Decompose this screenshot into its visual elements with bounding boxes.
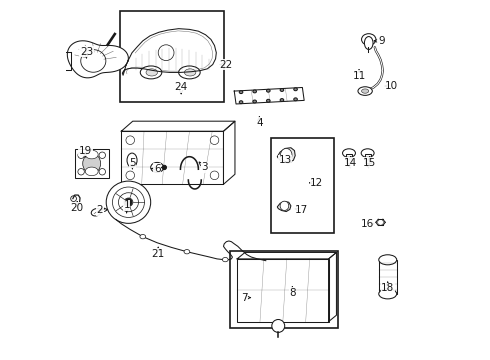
Polygon shape (277, 202, 291, 212)
Ellipse shape (280, 89, 284, 91)
Polygon shape (67, 41, 128, 78)
Text: 22: 22 (220, 59, 233, 69)
Ellipse shape (140, 66, 162, 79)
Bar (365, 154, 370, 163)
Text: 13: 13 (278, 155, 292, 165)
Bar (379, 260, 397, 294)
Ellipse shape (146, 69, 157, 76)
Text: 15: 15 (363, 158, 376, 168)
Ellipse shape (280, 201, 289, 211)
Polygon shape (223, 121, 235, 184)
Polygon shape (122, 29, 216, 75)
Ellipse shape (365, 37, 373, 49)
Polygon shape (237, 252, 337, 259)
Ellipse shape (294, 98, 297, 101)
Ellipse shape (127, 153, 137, 167)
Bar (122, 131, 223, 184)
Ellipse shape (210, 171, 219, 180)
Text: 1: 1 (123, 200, 130, 210)
Ellipse shape (106, 181, 151, 223)
Ellipse shape (253, 100, 256, 103)
Ellipse shape (140, 234, 146, 239)
Ellipse shape (179, 66, 200, 79)
Text: 7: 7 (241, 293, 247, 303)
Polygon shape (61, 52, 71, 70)
Text: 9: 9 (378, 36, 385, 46)
Ellipse shape (379, 255, 397, 265)
Ellipse shape (151, 162, 164, 172)
Text: 21: 21 (151, 248, 165, 258)
Text: 20: 20 (71, 203, 84, 213)
Text: 24: 24 (174, 82, 188, 93)
Bar (237, 259, 329, 321)
Ellipse shape (85, 167, 98, 176)
Ellipse shape (253, 90, 256, 93)
Ellipse shape (280, 148, 292, 161)
Ellipse shape (267, 89, 270, 92)
Ellipse shape (239, 101, 243, 104)
Polygon shape (234, 87, 304, 104)
Ellipse shape (239, 91, 243, 94)
Ellipse shape (126, 171, 135, 180)
Bar (120, 11, 224, 102)
Ellipse shape (85, 150, 98, 159)
Ellipse shape (272, 319, 285, 332)
Ellipse shape (362, 89, 368, 93)
Ellipse shape (71, 196, 76, 202)
Text: 6: 6 (154, 163, 160, 174)
Text: 18: 18 (381, 283, 394, 293)
Text: 23: 23 (80, 46, 93, 57)
Ellipse shape (184, 69, 196, 76)
Ellipse shape (379, 289, 397, 299)
Ellipse shape (162, 165, 167, 170)
Ellipse shape (358, 87, 372, 95)
Text: 14: 14 (344, 158, 357, 168)
Polygon shape (122, 121, 235, 131)
Ellipse shape (378, 220, 383, 225)
Text: 10: 10 (385, 81, 398, 91)
Text: 11: 11 (352, 71, 366, 81)
Ellipse shape (210, 136, 219, 144)
Text: 16: 16 (361, 219, 374, 229)
Ellipse shape (91, 208, 101, 216)
Bar (271, 138, 334, 233)
Bar (74, 149, 109, 178)
Ellipse shape (280, 99, 284, 102)
Ellipse shape (294, 88, 297, 91)
Bar (346, 154, 352, 163)
Ellipse shape (126, 136, 135, 144)
Ellipse shape (78, 152, 84, 158)
Ellipse shape (361, 149, 374, 157)
Ellipse shape (267, 99, 270, 102)
Polygon shape (277, 148, 295, 163)
Ellipse shape (343, 149, 355, 157)
Text: 17: 17 (295, 206, 308, 216)
Ellipse shape (83, 153, 100, 174)
Polygon shape (329, 252, 337, 321)
Ellipse shape (78, 168, 84, 175)
Ellipse shape (99, 168, 105, 175)
Text: 4: 4 (256, 118, 263, 128)
Text: 3: 3 (201, 162, 208, 172)
Bar (230, 251, 338, 328)
Ellipse shape (99, 152, 105, 158)
Ellipse shape (158, 45, 174, 60)
Text: 12: 12 (310, 178, 323, 188)
Ellipse shape (81, 50, 106, 72)
Text: 5: 5 (129, 158, 136, 168)
Ellipse shape (222, 257, 228, 262)
Ellipse shape (184, 249, 190, 254)
Ellipse shape (362, 34, 376, 45)
Text: 2: 2 (97, 206, 103, 216)
Text: 19: 19 (79, 145, 92, 156)
Ellipse shape (125, 199, 132, 206)
Text: 8: 8 (289, 288, 295, 298)
